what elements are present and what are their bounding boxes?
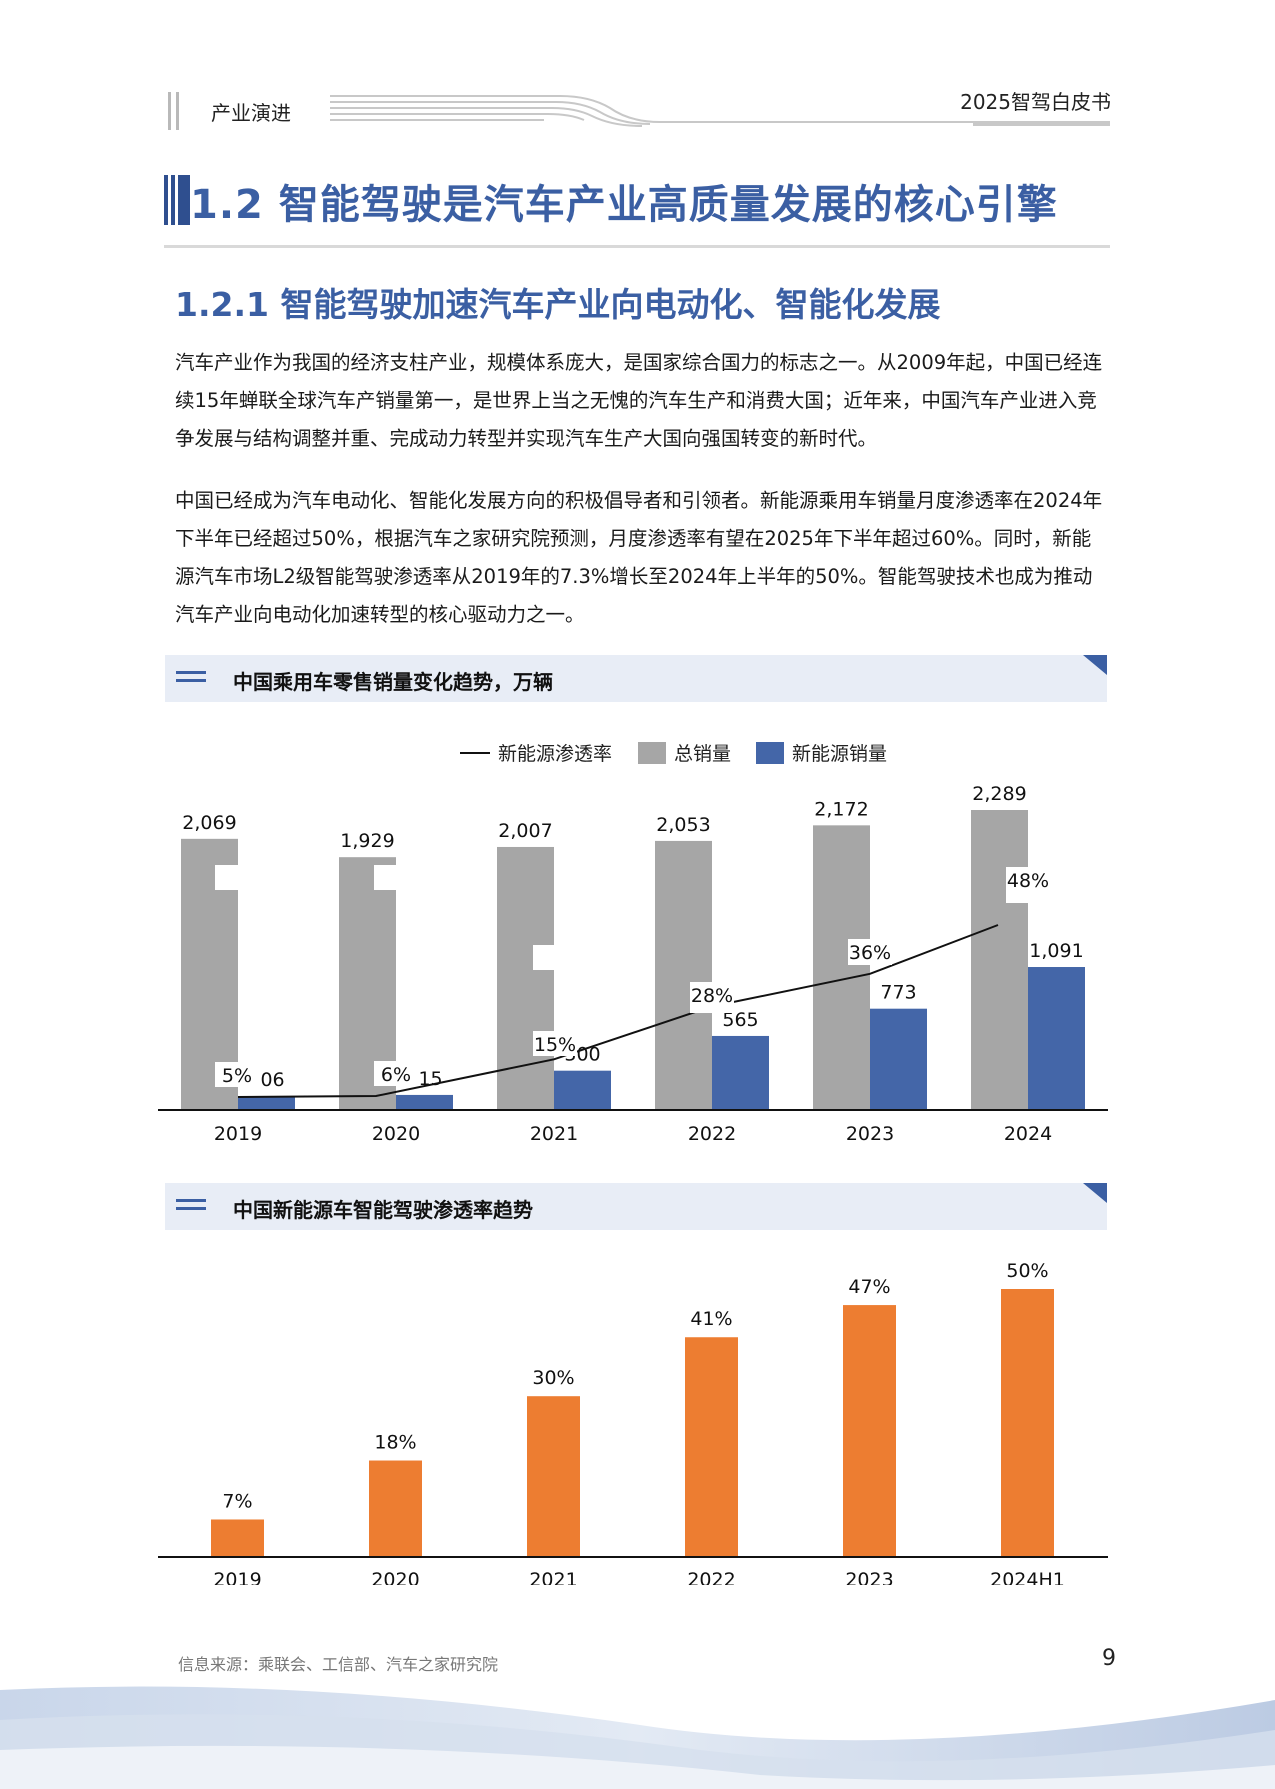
x-tick-label: 2022 [687, 1569, 735, 1585]
bar-nev [554, 1070, 611, 1110]
subsection-title: 1.2.1 智能驾驶加速汽车产业向电动化、智能化发展 [175, 285, 941, 324]
x-tick-label: 2022 [688, 1123, 736, 1145]
x-tick-label: 2021 [529, 1569, 577, 1585]
x-tick-label: 2024H1 [990, 1569, 1065, 1585]
label-total: 1,929 [340, 830, 394, 852]
x-tick-label: 2021 [530, 1123, 578, 1145]
bar-total [497, 846, 554, 1110]
legend-swatch-total [638, 742, 666, 764]
legend-swatch-nev [756, 742, 784, 764]
label-total: 2,053 [656, 814, 710, 836]
chart2-header: 中国新能源车智能驾驶渗透率趋势 [165, 1183, 1107, 1230]
bar-penetration [1001, 1289, 1054, 1557]
section-divider [164, 245, 1110, 248]
corner-triangle-decoration [1083, 1183, 1107, 1203]
penetration-label-bg [533, 945, 577, 970]
bar-total [971, 810, 1028, 1110]
penetration-label: 6% [381, 1064, 411, 1086]
x-tick-label: 2020 [371, 1569, 419, 1585]
header-doc-title: 2025智驾白皮书 [960, 90, 1111, 114]
bar-penetration [527, 1396, 580, 1557]
x-tick-label: 2024 [1004, 1123, 1052, 1145]
penetration-label-bg [1006, 867, 1050, 892]
label-total: 2,172 [814, 798, 868, 820]
chart1-legend: 新能源渗透率 总销量 新能源销量 [460, 742, 887, 765]
penetration-label: 28% [691, 985, 733, 1007]
corner-triangle-decoration [1083, 655, 1107, 675]
label-total: 2,007 [498, 820, 552, 842]
page-number: 9 [1102, 1646, 1116, 1671]
paragraph-1: 汽车产业作为我国的经济支柱产业，规模体系庞大，是国家综合国力的标志之一。从200… [175, 351, 1103, 450]
bar-nev [870, 1008, 927, 1110]
penetration-label-bg [690, 982, 734, 1007]
bar-nev [1028, 967, 1085, 1110]
paragraph-2: 中国已经成为汽车电动化、智能化发展方向的积极倡导者和引领者。新能源乘用车销量月度… [175, 489, 1103, 626]
header-lines-decoration [330, 95, 1110, 127]
header-section-title: 产业演进 [211, 101, 291, 125]
data-label: 18% [374, 1432, 416, 1454]
data-label: 7% [222, 1490, 252, 1512]
list-lines-icon [176, 671, 206, 687]
bar-nev [712, 1035, 769, 1110]
x-tick-label: 2019 [213, 1569, 261, 1585]
data-label: 47% [848, 1276, 890, 1298]
data-label: 30% [532, 1367, 574, 1389]
bar-total [813, 825, 870, 1110]
x-tick-label: 2020 [372, 1123, 420, 1145]
penetration-label: 48% [1007, 870, 1049, 892]
adas-penetration-chart: 7% 2019 18% 2020 30% 2021 41% 2022 47% 2023 50% 202… [158, 1260, 1108, 1585]
x-tick-label: 2023 [845, 1569, 893, 1585]
bar-nev [238, 1096, 295, 1110]
penetration-label: 15% [534, 1034, 576, 1056]
sales-chart: 新能源渗透率 总销量 新能源销量2,06910620191,92911520202,… [158, 742, 1108, 1145]
penetration-line [237, 924, 999, 1098]
label-nev: 565 [722, 1009, 758, 1031]
chart1-header: 中国乘用车零售销量变化趋势，万辆 [165, 655, 1107, 702]
bar-penetration [843, 1305, 896, 1557]
bottom-wave-decoration [0, 1686, 1275, 1789]
bar-total [655, 840, 712, 1110]
penetration-label-bg [215, 865, 259, 890]
legend-label-total: 总销量 [674, 743, 731, 765]
label-total: 2,069 [182, 812, 236, 834]
legend-label-penetration: 新能源渗透率 [498, 743, 612, 765]
penetration-label-bg [215, 1062, 259, 1087]
list-lines-icon [176, 1199, 206, 1215]
penetration-label-bg [374, 1061, 418, 1086]
data-label: 41% [690, 1308, 732, 1330]
label-total: 2,289 [972, 783, 1026, 805]
x-tick-label: 2019 [214, 1123, 262, 1145]
data-label: 50% [1006, 1260, 1048, 1282]
label-nev: 1,091 [1029, 940, 1083, 962]
penetration-label-bg [374, 865, 418, 890]
bar-penetration [685, 1337, 738, 1557]
legend-label-nev: 新能源销量 [792, 743, 887, 765]
section-title: 1.2 智能驾驶是汽车产业高质量发展的核心引擎 [190, 182, 1058, 228]
bar-penetration [211, 1519, 264, 1557]
penetration-label: 36% [849, 942, 891, 964]
x-tick-label: 2023 [846, 1123, 894, 1145]
penetration-label-bg [848, 939, 892, 964]
bar-penetration [369, 1460, 422, 1557]
chart1-title: 中国乘用车零售销量变化趋势，万辆 [233, 670, 553, 694]
penetration-label-bg [533, 1031, 577, 1056]
chart2-title: 中国新能源车智能驾驶渗透率趋势 [233, 1198, 533, 1222]
penetration-label: 5% [222, 1065, 252, 1087]
source-note: 信息来源：乘联会、工信部、汽车之家研究院 [178, 1655, 499, 1674]
bar-nev [396, 1094, 453, 1110]
label-nev: 773 [880, 982, 916, 1004]
